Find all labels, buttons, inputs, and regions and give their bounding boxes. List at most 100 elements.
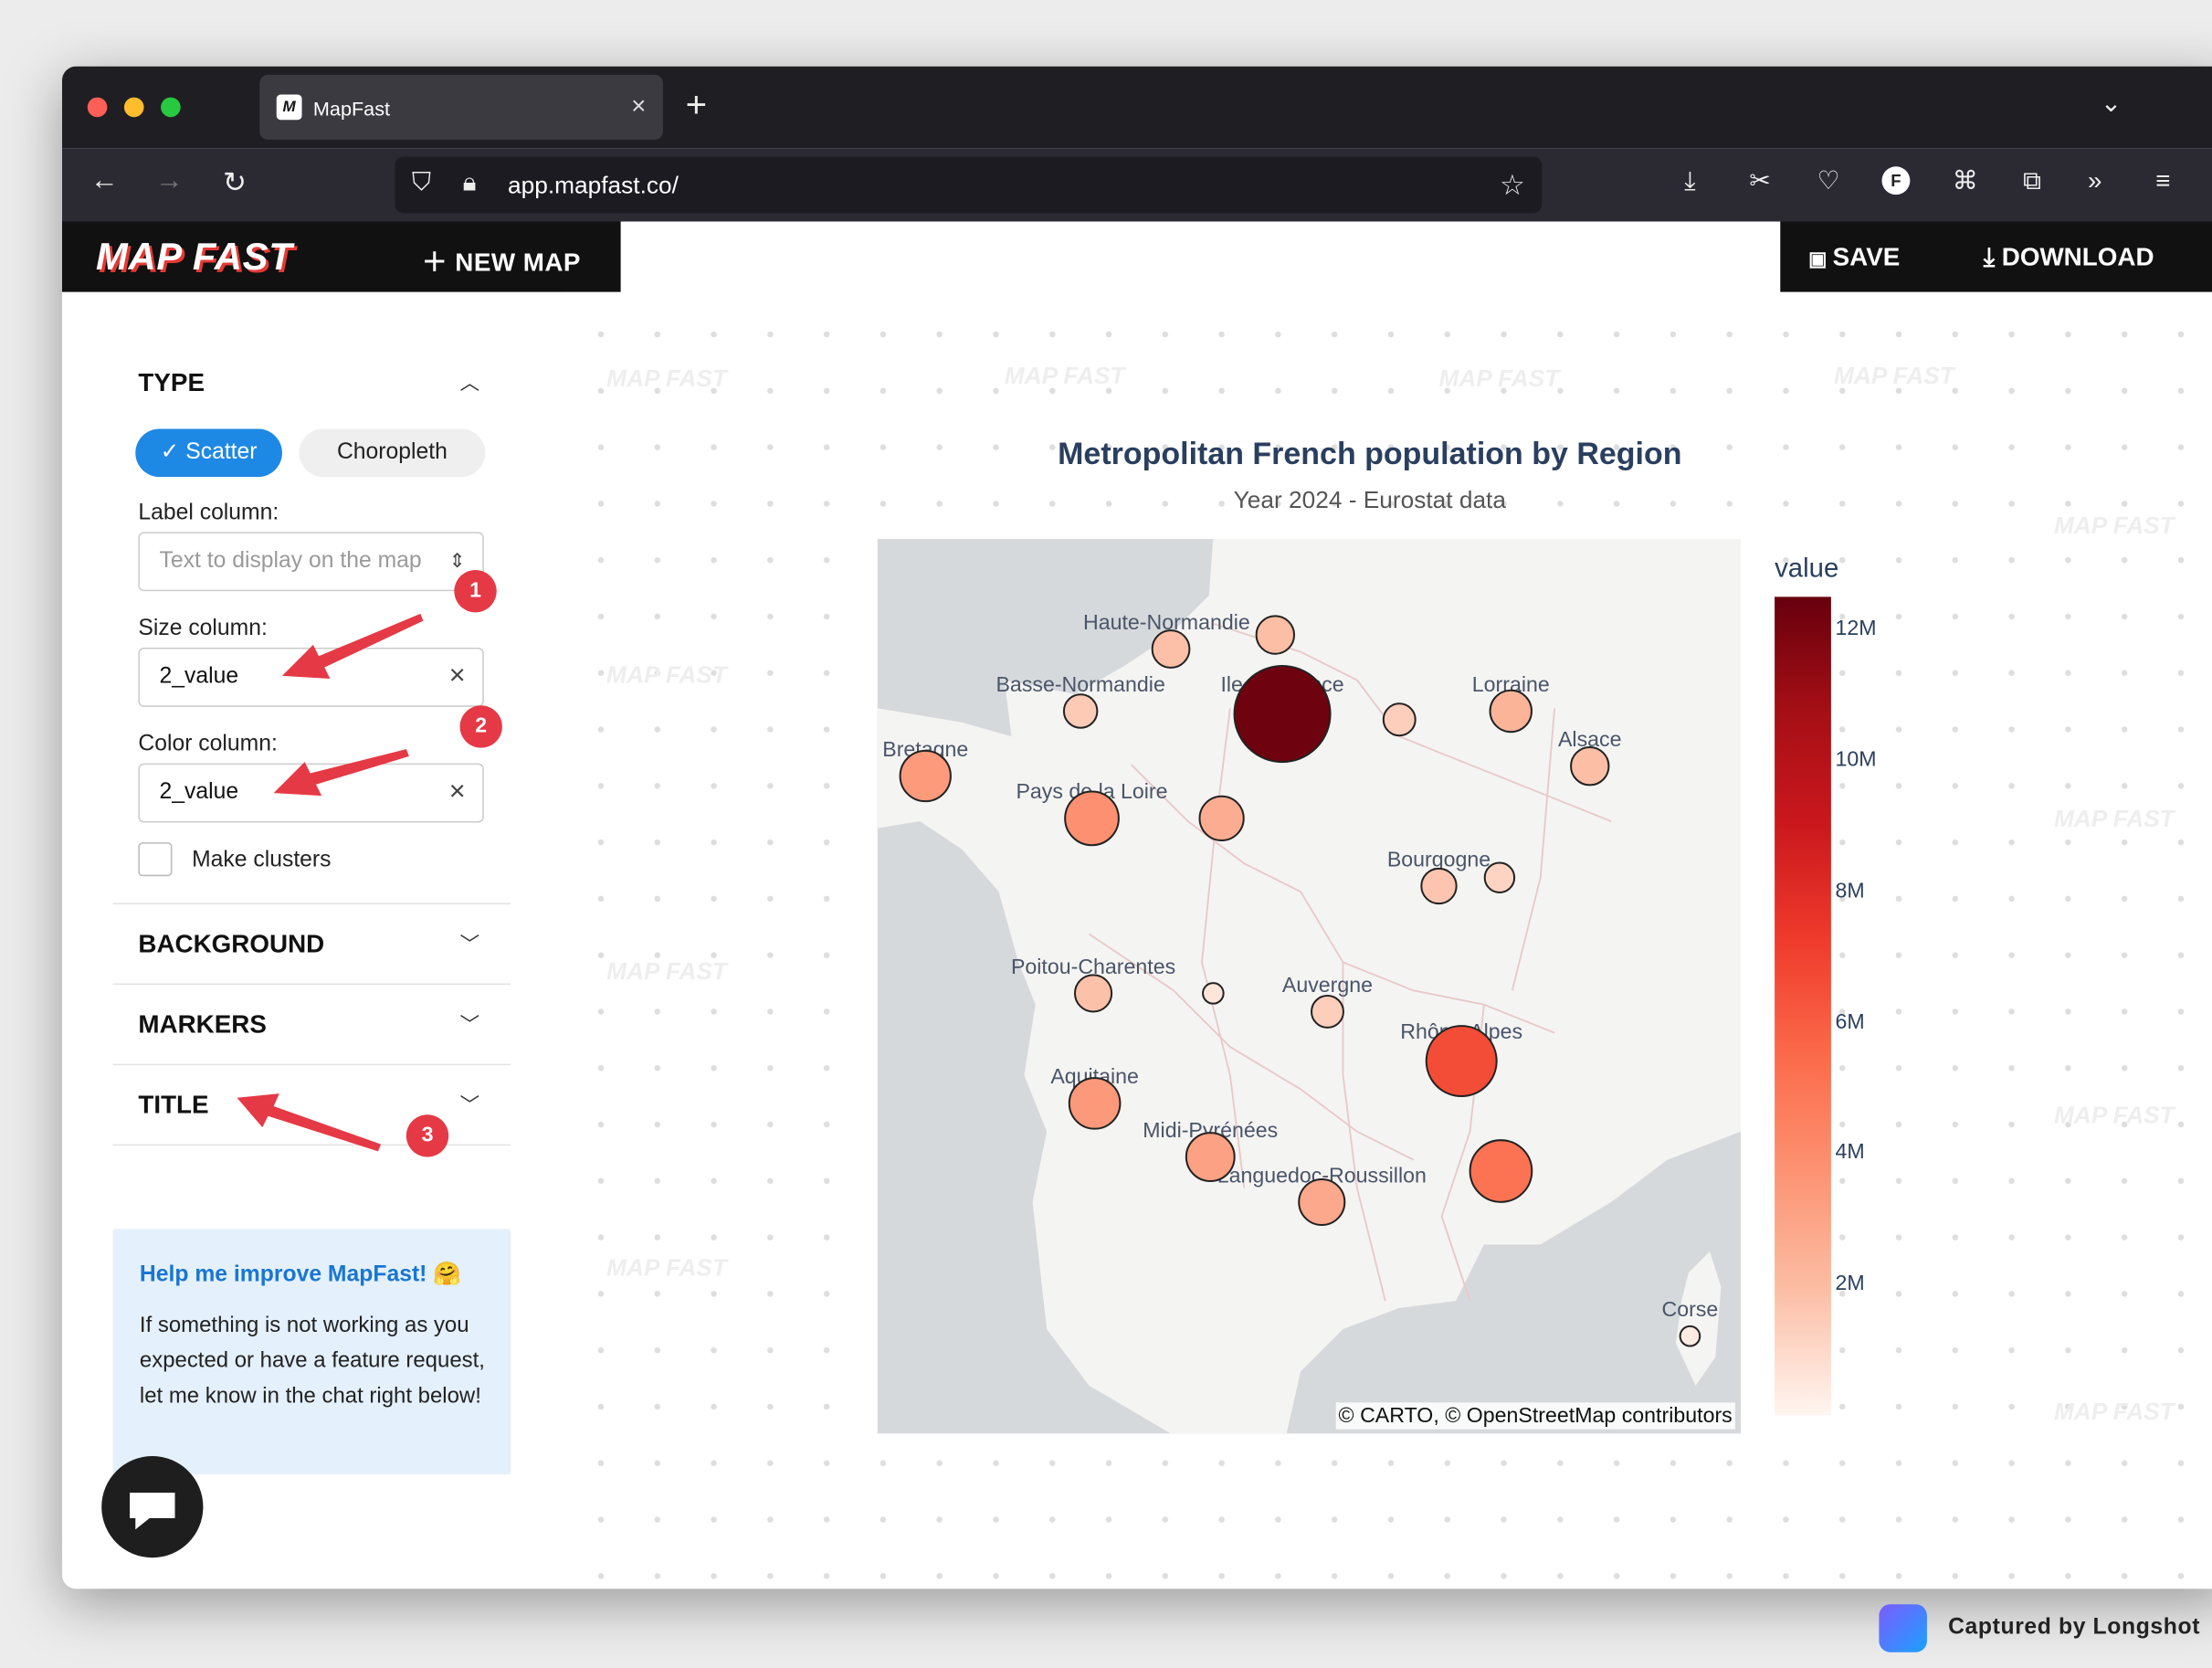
scatter-toggle[interactable]: ✓ Scatter — [135, 428, 282, 478]
scatter-point[interactable] — [1185, 1132, 1236, 1182]
annotation-badge-1: 1 — [454, 570, 497, 613]
lock-icon[interactable]: 🔒︎ — [462, 167, 477, 196]
region-label: Corse — [1662, 1297, 1719, 1321]
downloads-icon[interactable]: ⤓ — [1684, 166, 1696, 195]
chat-button[interactable] — [101, 1456, 204, 1558]
label-column-placeholder: Text to display on the map — [159, 548, 422, 574]
scatter-point[interactable] — [1198, 795, 1245, 841]
zoom-window-icon[interactable] — [161, 97, 181, 118]
url-text: app.mapfast.co/ — [508, 172, 679, 200]
scatter-point[interactable] — [1255, 615, 1296, 655]
captured-by-label: Captured by Longshot — [1948, 1615, 2201, 1640]
watermark-text: MAP FAST — [1438, 365, 1560, 393]
colorbar-tick-label: 10M — [1835, 747, 1877, 772]
download-icon: ⤓ — [1983, 242, 2002, 271]
region-label: Bourgogne — [1387, 847, 1490, 871]
app-header-left: MAP FAST ＋ NEW MAP — [61, 221, 621, 292]
scatter-point[interactable] — [899, 749, 952, 803]
app-header-right: ▣ SAVE ⤓ DOWNLOAD — [1780, 221, 2212, 292]
colorbar-tick-label: 2M — [1835, 1271, 1865, 1296]
scatter-point[interactable] — [1311, 995, 1344, 1029]
app-header: MAP FAST ＋ NEW MAP ▣ SAVE ⤓ DOWNLOAD — [61, 221, 2212, 292]
scatter-point[interactable] — [1151, 629, 1191, 669]
minimize-window-icon[interactable] — [123, 97, 144, 118]
choropleth-toggle[interactable]: Choropleth — [299, 428, 486, 478]
markers-section-title[interactable]: MARKERS — [138, 1009, 267, 1039]
scatter-point[interactable] — [1068, 1077, 1122, 1130]
download-label: DOWNLOAD — [2001, 242, 2154, 271]
scatter-point[interactable] — [1064, 790, 1120, 847]
settings-sidebar: TYPE ︿ ✓ Scatter Choropleth Label column… — [61, 291, 559, 1589]
watermark-text: MAP FAST — [1004, 362, 1125, 390]
extensions-icon[interactable]: ⧉ — [2022, 166, 2041, 195]
colorbar-title: value — [1775, 554, 1839, 585]
chevron-down-icon[interactable]: ﹀ — [459, 1013, 480, 1036]
select-arrows-icon: ⇕ — [448, 548, 466, 572]
url-bar[interactable]: ⛉ 🔒︎ app.mapfast.co/ ☆ — [395, 156, 1543, 214]
label-column-select[interactable]: Text to display on the map ⇕ — [138, 532, 484, 592]
title-section-title[interactable]: TITLE — [138, 1090, 209, 1119]
scatter-point[interactable] — [1489, 689, 1533, 734]
scatter-point[interactable] — [1233, 665, 1332, 764]
annotation-badge-3: 3 — [406, 1114, 449, 1157]
scatter-point[interactable] — [1382, 702, 1417, 737]
checkmark-icon: ✓ — [160, 439, 186, 465]
screenshot-icon[interactable]: ✂ — [1749, 166, 1771, 195]
scatter-point[interactable] — [1570, 746, 1610, 786]
clear-size-icon[interactable]: × — [448, 660, 466, 691]
reload-icon[interactable]: ↻ — [223, 167, 247, 199]
clear-color-icon[interactable]: × — [448, 776, 466, 808]
chevron-up-icon[interactable]: ︿ — [459, 371, 480, 394]
size-column-label: Size column: — [138, 616, 268, 641]
label-column-label: Label column: — [138, 501, 279, 525]
scatter-point[interactable] — [1425, 1025, 1498, 1098]
browser-tab[interactable]: M MapFast × — [259, 74, 663, 140]
overflow-menu-icon[interactable]: » — [2088, 166, 2102, 195]
scatter-point[interactable] — [1420, 867, 1458, 905]
watermark-text: MAP FAST — [606, 661, 727, 689]
scatter-point[interactable] — [1073, 974, 1113, 1013]
new-map-label: NEW MAP — [455, 248, 581, 277]
close-tab-icon[interactable]: × — [631, 91, 647, 121]
browser-window: M MapFast × + ⌄ ← → ↻ ⛉ 🔒︎ app.mapfast.c… — [61, 66, 2212, 1589]
longshot-logo-icon — [1879, 1604, 1927, 1652]
back-icon[interactable]: ← — [90, 164, 119, 196]
save-label: SAVE — [1832, 242, 1901, 271]
scatter-point[interactable] — [1062, 693, 1099, 729]
type-section-title[interactable]: TYPE — [138, 368, 205, 397]
chevron-down-icon[interactable]: ﹀ — [459, 1093, 480, 1116]
new-map-button[interactable]: ＋ NEW MAP — [422, 243, 581, 280]
tab-strip: M MapFast × + ⌄ — [61, 66, 2212, 149]
region-label: Auvergne — [1282, 973, 1373, 997]
pocket-icon[interactable]: ♡ — [1817, 166, 1840, 195]
watermark-text: MAP FAST — [606, 957, 727, 986]
save-button[interactable]: ▣ SAVE — [1808, 243, 1900, 272]
forward-icon[interactable]: → — [154, 164, 184, 196]
scatter-point[interactable] — [1298, 1177, 1346, 1227]
scatter-point[interactable] — [1202, 982, 1225, 1005]
scatter-point[interactable] — [1483, 861, 1516, 893]
size-column-value: 2_value — [159, 664, 239, 689]
hamburger-menu-icon[interactable]: ≡ — [2155, 166, 2171, 195]
scatter-point[interactable] — [1679, 1325, 1701, 1347]
background-section-title[interactable]: BACKGROUND — [138, 929, 325, 958]
shield-icon[interactable]: ⛉ — [412, 167, 431, 196]
color-column-select[interactable]: 2_value × — [138, 763, 484, 823]
scatter-point[interactable] — [1469, 1139, 1533, 1203]
download-button[interactable]: ⤓ DOWNLOAD — [1984, 243, 2154, 272]
map-title: Metropolitan French population by Region — [1058, 436, 1682, 471]
bookmark-star-icon[interactable]: ☆ — [1500, 170, 1525, 202]
floppy-disk-icon: ▣ — [1808, 247, 1833, 270]
region-label: Basse-Normandie — [995, 672, 1164, 696]
mapfast-logo[interactable]: MAP FAST — [96, 235, 293, 279]
chevron-down-icon[interactable]: ﹀ — [459, 932, 480, 955]
divider — [112, 903, 511, 905]
make-clusters-checkbox[interactable] — [138, 842, 173, 877]
new-tab-icon[interactable]: + — [685, 83, 708, 126]
region-borders — [1088, 622, 1612, 1302]
close-window-icon[interactable] — [87, 97, 108, 118]
tab-list-chevron-icon[interactable]: ⌄ — [2100, 89, 2122, 118]
account-icon[interactable]: F — [1881, 166, 1911, 195]
translate-icon[interactable]: ⌘ — [1952, 166, 1978, 195]
